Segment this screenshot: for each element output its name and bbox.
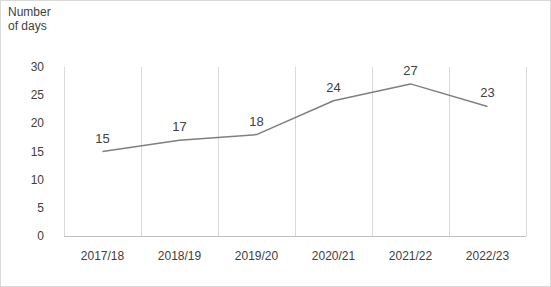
data-label: 27 xyxy=(403,63,417,78)
x-tick-label: 2017/18 xyxy=(81,249,125,263)
y-tick-label: 5 xyxy=(37,201,44,215)
y-tick-label: 15 xyxy=(31,145,45,159)
grid-line xyxy=(295,67,296,236)
data-label: 17 xyxy=(172,119,186,134)
x-tick-label: 2020/21 xyxy=(312,249,356,263)
chart: 0 5 10 15 20 25 30 Numberof days 2017/18 2018/19 2… xyxy=(0,0,551,287)
y-axis-label: Numberof days xyxy=(8,5,51,33)
chart-container: 0 5 10 15 20 25 30 Numberof days 2017/18 2018/19 2… xyxy=(0,0,551,287)
y-tick-label: 25 xyxy=(31,88,45,102)
grid-line xyxy=(526,67,527,236)
data-label: 18 xyxy=(249,114,263,129)
frame xyxy=(1,1,551,287)
y-tick-label: 30 xyxy=(31,60,45,74)
x-axis-line xyxy=(64,236,526,237)
data-line xyxy=(103,84,488,152)
x-tick-label: 2021/22 xyxy=(389,249,433,263)
data-label: 24 xyxy=(326,80,340,95)
plot-area xyxy=(103,84,488,152)
x-tick-label: 2022/23 xyxy=(466,249,510,263)
grid-line xyxy=(64,67,65,236)
data-label: 15 xyxy=(95,131,109,146)
y-tick-label: 10 xyxy=(31,173,45,187)
y-tick-label: 0 xyxy=(37,229,44,243)
x-tick-label: 2018/19 xyxy=(158,249,202,263)
grid-line xyxy=(141,67,142,236)
y-tick-label: 20 xyxy=(31,116,45,130)
grid-line xyxy=(218,67,219,236)
grid-line xyxy=(449,67,450,236)
data-label: 23 xyxy=(480,85,494,100)
x-tick-label: 2019/20 xyxy=(235,249,279,263)
